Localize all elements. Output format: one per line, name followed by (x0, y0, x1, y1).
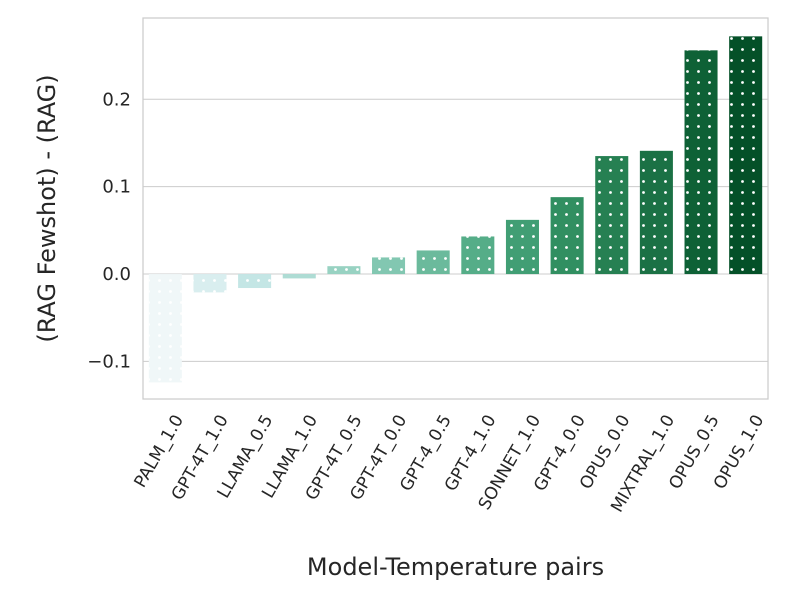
bar (595, 156, 629, 275)
bar-dot-pattern (327, 266, 361, 275)
bar (684, 50, 718, 275)
bar-dot-pattern (684, 50, 718, 275)
bar-dot-pattern (729, 36, 763, 275)
x-tick-labels: PALM_1.0GPT-4T_1.0LLAMA_0.5LLAMA_1.0GPT-… (130, 411, 768, 516)
plot-frame (142, 17, 769, 400)
bar (729, 36, 763, 275)
bar (148, 274, 182, 383)
y-axis-label: (RAG Fewshot) - (RAG) (33, 74, 61, 342)
bar (282, 274, 316, 279)
bar (639, 150, 673, 275)
x-axis-label: Model-Temperature pairs (307, 553, 604, 581)
bar-dot-pattern (238, 274, 272, 289)
bar (238, 274, 272, 289)
gridlines (143, 98, 768, 362)
y-tick-label: 0.1 (102, 177, 131, 198)
bar-dot-pattern (193, 274, 227, 293)
bar (461, 236, 495, 275)
y-tick-labels: −0.1 0.0 0.1 0.2 (87, 89, 131, 372)
bar (505, 219, 539, 275)
bar-dot-pattern (148, 274, 182, 383)
bar (550, 197, 584, 275)
bar-dot-pattern (595, 156, 629, 275)
y-tick-label: 0.2 (102, 89, 131, 110)
bar-dot-pattern (282, 274, 316, 279)
bar-dot-pattern (639, 150, 673, 275)
bar-dot-pattern (505, 219, 539, 275)
y-tick-label: 0.0 (102, 264, 131, 285)
bar (416, 250, 450, 275)
y-tick-label: −0.1 (87, 351, 131, 372)
bar-dot-pattern (550, 197, 584, 275)
bars (148, 36, 763, 383)
bar-dot-pattern (461, 236, 495, 275)
bar (372, 257, 406, 275)
bar (193, 274, 227, 293)
bar-dot-pattern (416, 250, 450, 275)
bar-dot-pattern (372, 257, 406, 275)
bar (327, 266, 361, 275)
